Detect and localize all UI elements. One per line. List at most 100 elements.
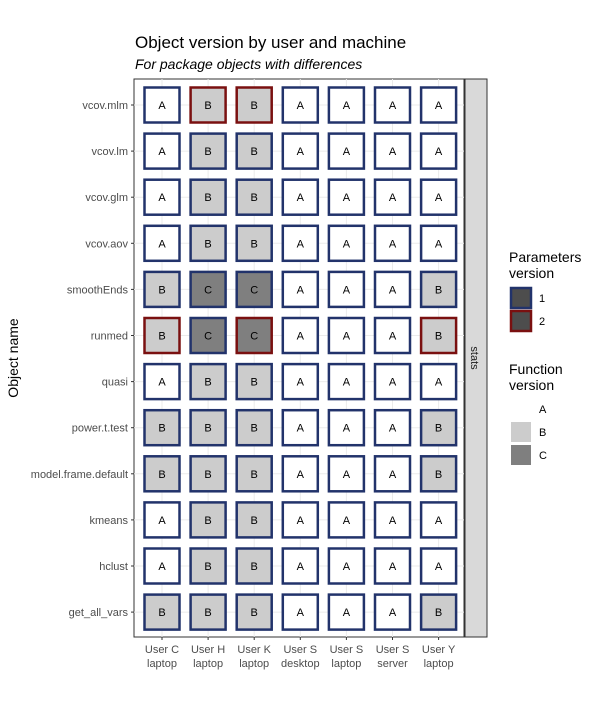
- cell-vcov.lm-0: [143, 132, 181, 170]
- x-tick-label-line2: laptop: [239, 658, 269, 670]
- cell-vcov.aov-2: [235, 224, 273, 263]
- cell-smoothEnds-2: [235, 270, 273, 309]
- x-tick-label-line2: server: [377, 658, 408, 670]
- cell-label: A: [158, 561, 166, 573]
- cell-vcov.glm-5: [373, 178, 412, 216]
- cell-runmed-6: [419, 316, 458, 355]
- cell-label: B: [204, 515, 211, 527]
- cell-hclust-2: [235, 547, 273, 585]
- cell-power.t.test-0: [143, 408, 181, 447]
- cell-power.t.test-3: [281, 408, 320, 447]
- cell-vcov.mlm-0: [143, 86, 181, 124]
- cell-label: B: [251, 515, 258, 527]
- x-tick-label-line1: User C: [145, 644, 179, 656]
- cell-model.frame.default-5: [373, 455, 412, 493]
- cell-kmeans-3: [281, 501, 320, 539]
- cell-label: A: [297, 515, 305, 527]
- cell-model.frame.default-4: [327, 455, 366, 493]
- cell-label: B: [435, 469, 442, 481]
- cell-label: A: [389, 146, 397, 158]
- cell-label: A: [297, 238, 305, 250]
- cell-kmeans-2: [235, 501, 273, 539]
- cell-label: A: [435, 515, 443, 527]
- x-tick-label-line1: User S: [283, 644, 317, 656]
- cell-label: B: [158, 423, 165, 435]
- cell-label: A: [297, 100, 305, 112]
- legend-function-label: C: [539, 450, 547, 462]
- cell-quasi-6: [419, 362, 458, 401]
- cell-vcov.lm-4: [327, 132, 366, 170]
- cell-label: A: [389, 515, 397, 527]
- cell-vcov.glm-2: [235, 178, 273, 216]
- cell-label: B: [251, 146, 258, 158]
- cell-label: A: [297, 423, 305, 435]
- cell-label: A: [389, 238, 397, 250]
- x-tick-label-line1: User K: [237, 644, 271, 656]
- cell-get_all_vars-1: [189, 593, 227, 631]
- cell-label: B: [204, 100, 211, 112]
- cell-label: A: [389, 377, 397, 389]
- cell-hclust-0: [143, 547, 181, 585]
- cell-label: A: [158, 100, 166, 112]
- cell-label: A: [389, 192, 397, 204]
- cell-label: A: [343, 561, 351, 573]
- cell-label: B: [204, 377, 211, 389]
- cell-label: C: [250, 331, 258, 343]
- cell-kmeans-5: [373, 501, 412, 539]
- cell-label: B: [204, 192, 211, 204]
- y-tick-labels: vcov.mlm vcov.lm vcov.glm vcov.aov smoothEnd…: [31, 100, 134, 619]
- cell-label: B: [251, 238, 258, 250]
- cell-label: B: [251, 469, 258, 481]
- cell-vcov.glm-6: [419, 178, 458, 216]
- cell-label: A: [297, 377, 305, 389]
- cell-get_all_vars-5: [373, 593, 412, 631]
- cell-label: B: [158, 331, 165, 343]
- cell-label: A: [343, 192, 351, 204]
- cell-label: B: [204, 607, 211, 619]
- cell-runmed-1: [189, 316, 227, 355]
- cell-smoothEnds-6: [419, 270, 458, 309]
- y-tick-label: hclust: [99, 561, 128, 573]
- cell-label: A: [389, 607, 397, 619]
- cell-vcov.glm-3: [281, 178, 320, 216]
- cell-vcov.aov-4: [327, 224, 366, 263]
- cell-label: B: [251, 423, 258, 435]
- cell-label: B: [204, 561, 211, 573]
- cell-kmeans-4: [327, 501, 366, 539]
- cell-label: A: [435, 100, 443, 112]
- legend-function-label: B: [539, 427, 546, 439]
- x-tick-label-line1: User Y: [422, 644, 456, 656]
- cell-label: A: [389, 423, 397, 435]
- cell-power.t.test-4: [327, 408, 366, 447]
- cell-label: C: [250, 284, 258, 296]
- cell-vcov.mlm-5: [373, 86, 412, 124]
- legend-parameters-title-line2: version: [509, 265, 554, 281]
- y-tick-label: get_all_vars: [69, 607, 129, 619]
- cell-vcov.lm-5: [373, 132, 412, 170]
- cell-vcov.aov-0: [143, 224, 181, 263]
- cell-get_all_vars-4: [327, 593, 366, 631]
- cell-label: A: [389, 284, 397, 296]
- legend-function-key-C: [511, 445, 531, 465]
- cell-label: B: [204, 238, 211, 250]
- x-tick-label-line2: laptop: [193, 658, 223, 670]
- cell-label: A: [435, 561, 443, 573]
- x-tick-label-line2: laptop: [424, 658, 454, 670]
- y-tick-label: vcov.aov: [85, 238, 128, 250]
- legend-function-title-line2: version: [509, 377, 554, 393]
- cell-quasi-4: [327, 362, 366, 401]
- x-tick-label-line1: User S: [376, 644, 410, 656]
- cell-label: A: [343, 100, 351, 112]
- cell-vcov.aov-3: [281, 224, 320, 263]
- cell-label: A: [389, 331, 397, 343]
- cell-label: A: [297, 469, 305, 481]
- facet-strip: [464, 78, 488, 638]
- cell-label: A: [297, 607, 305, 619]
- cell-vcov.mlm-4: [327, 86, 366, 124]
- chart-title: Object version by user and machine: [135, 33, 406, 52]
- cell-smoothEnds-4: [327, 270, 366, 309]
- cell-label: B: [158, 469, 165, 481]
- cell-runmed-3: [281, 316, 320, 355]
- y-tick-label: kmeans: [89, 515, 128, 527]
